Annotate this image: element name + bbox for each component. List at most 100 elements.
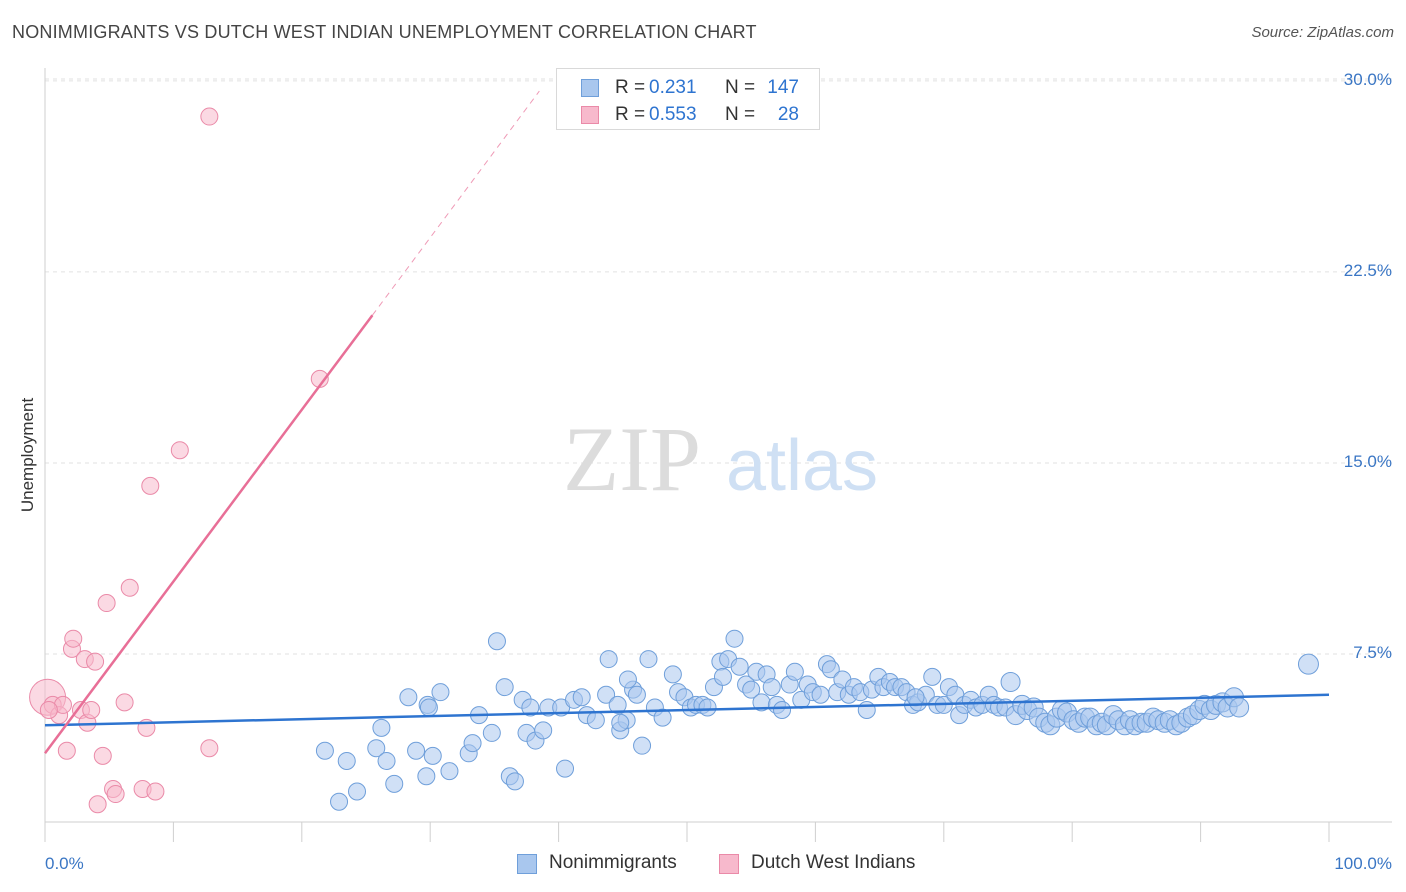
dutch-west-indians-point bbox=[170, 441, 189, 460]
nonimmigrants-point bbox=[348, 782, 367, 801]
y-tick-label: 30.0% bbox=[1344, 70, 1392, 89]
nonimmigrants-point bbox=[698, 698, 717, 717]
nonimmigrants-point bbox=[923, 667, 942, 686]
dutch-west-indians-point bbox=[141, 476, 160, 495]
legend-label: Nonimmigrants bbox=[549, 852, 677, 873]
n-label: N = bbox=[725, 77, 756, 98]
chart-title: NONIMMIGRANTS VS DUTCH WEST INDIAN UNEMP… bbox=[12, 22, 757, 42]
nonimmigrants-point bbox=[785, 662, 804, 681]
r-label: R = bbox=[615, 77, 646, 98]
nonimmigrants-point bbox=[608, 695, 627, 714]
watermark-atlas: atlas bbox=[726, 426, 878, 506]
tick-labels: 7.5% 15.0% 22.5% 30.0% 0.0% 100.0% bbox=[45, 70, 1392, 873]
nonimmigrants-point bbox=[1297, 653, 1319, 675]
source-label: Source: ZipAtlas.com bbox=[1251, 24, 1394, 41]
legend-item-dutch-west-indians: Dutch West Indians bbox=[719, 852, 939, 876]
nonimmigrants-point bbox=[639, 650, 658, 669]
y-tick-label: 22.5% bbox=[1344, 261, 1392, 280]
nonimmigrants-point bbox=[627, 685, 646, 704]
dutch-west-indians-point bbox=[106, 785, 125, 804]
dutch-west-indians-point bbox=[200, 739, 219, 758]
nonimmigrants-point bbox=[337, 751, 356, 770]
dutch-west-indians-point bbox=[93, 746, 112, 765]
dutch-west-indians-point bbox=[57, 741, 76, 760]
nonimmigrants-point bbox=[330, 792, 349, 811]
nonimmigrants-point bbox=[417, 767, 436, 786]
nonimmigrants-point bbox=[372, 718, 391, 737]
nonimmigrants-point bbox=[633, 736, 652, 755]
dutch-west-indians-points bbox=[29, 107, 329, 814]
legend-swatch-pink bbox=[719, 854, 739, 874]
nonimmigrants-point bbox=[742, 680, 761, 699]
dutch-west-indians-trend-line bbox=[43, 314, 374, 755]
legend-swatch-blue bbox=[517, 854, 537, 874]
legend-row-nonimmigrants: R = 0.231 N = 147 bbox=[557, 75, 819, 101]
nonimmigrants-point bbox=[463, 734, 482, 753]
nonimmigrants-point bbox=[653, 708, 672, 727]
y-tick-label: 7.5% bbox=[1353, 643, 1392, 662]
nonimmigrants-point bbox=[431, 683, 450, 702]
nonimmigrants-point bbox=[423, 746, 442, 765]
nonimmigrants-point bbox=[618, 670, 637, 689]
grid-layer bbox=[45, 78, 1392, 655]
nonimmigrants-point bbox=[725, 629, 744, 648]
legend-swatch-blue bbox=[581, 79, 599, 97]
nonimmigrants-point bbox=[407, 741, 426, 760]
watermark: ZIP atlas bbox=[563, 408, 878, 510]
x-tick-label: 100.0% bbox=[1334, 854, 1392, 873]
nonimmigrants-point bbox=[599, 650, 618, 669]
nonimmigrants-trend-line bbox=[44, 693, 1330, 727]
r-value: 0.553 bbox=[649, 104, 697, 125]
nonimmigrants-point bbox=[730, 657, 749, 676]
nonimmigrants-point bbox=[482, 723, 501, 742]
legend-label: Dutch West Indians bbox=[751, 852, 916, 873]
nonimmigrants-point bbox=[377, 751, 396, 770]
legend-item-nonimmigrants: Nonimmigrants bbox=[517, 852, 697, 876]
nonimmigrants-points bbox=[315, 629, 1319, 811]
x-tick-label: 0.0% bbox=[45, 854, 84, 873]
dutch-west-indians-point bbox=[88, 795, 107, 814]
legend-swatch-pink bbox=[581, 106, 599, 124]
dutch-west-indians-point bbox=[146, 782, 165, 801]
nonimmigrants-point bbox=[419, 698, 438, 717]
nonimmigrants-point bbox=[521, 698, 540, 717]
r-value: 0.231 bbox=[649, 77, 697, 98]
r-label: R = bbox=[615, 104, 646, 125]
nonimmigrants-point bbox=[385, 774, 404, 793]
n-value: 147 bbox=[767, 77, 799, 98]
correlation-legend: R = 0.231 N = 147 R = 0.553 N = 28 bbox=[556, 68, 820, 130]
dutch-west-indians-point bbox=[86, 652, 105, 671]
y-tick-label: 15.0% bbox=[1344, 452, 1392, 471]
nonimmigrants-point bbox=[495, 678, 514, 697]
dutch-west-indians-point bbox=[82, 701, 101, 720]
nonimmigrants-point bbox=[440, 762, 459, 781]
dutch-west-indians-point bbox=[120, 578, 139, 597]
nonimmigrants-point bbox=[663, 665, 682, 684]
nonimmigrants-point bbox=[773, 701, 792, 720]
nonimmigrants-point bbox=[586, 711, 605, 730]
y-axis-label: Unemployment bbox=[18, 398, 37, 513]
watermark-zip: ZIP bbox=[563, 408, 701, 510]
n-value: 28 bbox=[777, 104, 799, 125]
dutch-west-indians-point bbox=[200, 107, 219, 126]
nonimmigrants-point bbox=[572, 688, 591, 707]
dutch-west-indians-point bbox=[115, 693, 134, 712]
nonimmigrants-point bbox=[315, 741, 334, 760]
nonimmigrants-point bbox=[857, 701, 876, 720]
nonimmigrants-point bbox=[399, 688, 418, 707]
nonimmigrants-point bbox=[367, 739, 386, 758]
nonimmigrants-point bbox=[487, 632, 506, 651]
n-label: N = bbox=[725, 104, 756, 125]
nonimmigrants-point bbox=[534, 721, 553, 740]
nonimmigrants-point bbox=[821, 660, 840, 679]
nonimmigrants-point bbox=[597, 685, 616, 704]
nonimmigrants-point bbox=[556, 759, 575, 778]
dutch-west-indians-point bbox=[97, 594, 116, 613]
trend-lines bbox=[43, 90, 1330, 755]
nonimmigrants-point bbox=[611, 713, 630, 732]
nonimmigrants-point bbox=[713, 667, 732, 686]
nonimmigrants-point bbox=[1229, 697, 1250, 718]
nonimmigrants-point bbox=[1000, 671, 1021, 692]
nonimmigrants-point bbox=[762, 678, 781, 697]
